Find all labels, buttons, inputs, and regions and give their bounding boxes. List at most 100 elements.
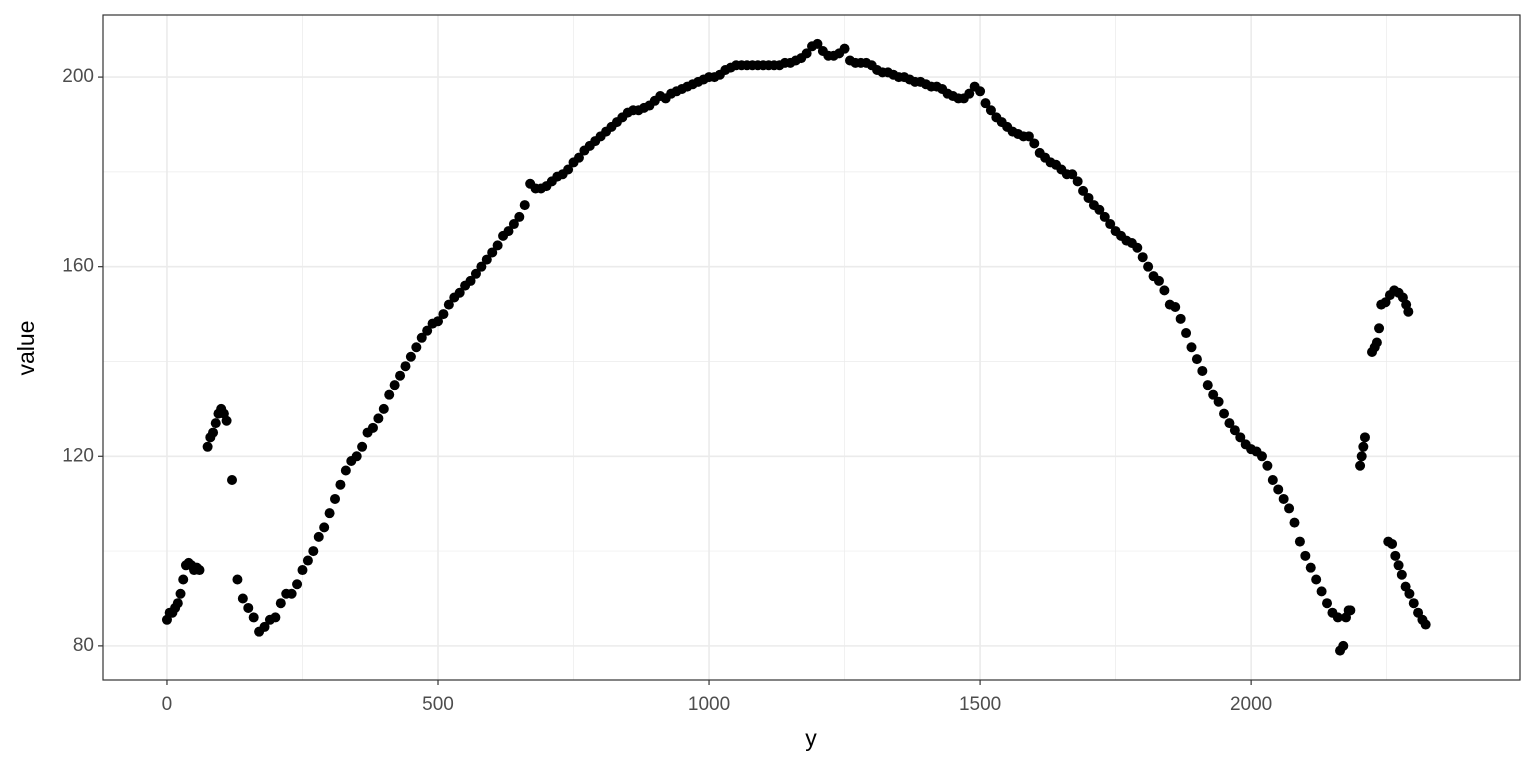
points <box>161 38 1431 656</box>
point <box>433 316 444 327</box>
point <box>1408 598 1419 609</box>
y-tick-label: 160 <box>62 256 94 277</box>
point <box>1186 342 1197 353</box>
point <box>454 287 465 298</box>
point <box>470 268 481 279</box>
point <box>1143 261 1154 272</box>
point <box>514 211 525 222</box>
point <box>1403 306 1414 317</box>
point <box>324 508 335 519</box>
point <box>319 522 330 533</box>
point <box>1278 493 1289 504</box>
x-tick-label: 2000 <box>1230 694 1272 715</box>
point <box>202 441 213 452</box>
point <box>1078 185 1089 196</box>
point <box>275 598 286 609</box>
point <box>1355 460 1366 471</box>
point <box>1300 550 1311 561</box>
point <box>367 422 378 433</box>
point <box>1224 418 1235 429</box>
x-tick-label: 1500 <box>959 694 1001 715</box>
point <box>335 479 346 490</box>
point <box>812 38 823 49</box>
point <box>980 98 991 109</box>
point <box>208 427 219 438</box>
point <box>1137 252 1148 263</box>
point <box>1208 389 1219 400</box>
point <box>1390 550 1401 561</box>
point <box>194 565 205 576</box>
point <box>1311 574 1322 585</box>
point <box>438 309 449 320</box>
point <box>573 152 584 163</box>
point <box>313 531 324 542</box>
point <box>351 451 362 462</box>
grid <box>103 15 1520 680</box>
point <box>801 48 812 59</box>
point <box>1374 323 1385 334</box>
point <box>1105 219 1116 230</box>
point <box>416 332 427 343</box>
point <box>378 403 389 414</box>
point <box>563 164 574 175</box>
y-axis-title: value <box>13 321 39 376</box>
point <box>487 247 498 258</box>
point <box>1094 204 1105 215</box>
point <box>237 593 248 604</box>
point <box>286 588 297 599</box>
point <box>1213 396 1224 407</box>
point <box>1067 169 1078 180</box>
point <box>243 602 254 613</box>
point <box>1181 328 1192 339</box>
point <box>1191 354 1202 365</box>
point <box>389 380 400 391</box>
point <box>1202 380 1213 391</box>
point <box>1262 460 1273 471</box>
point <box>985 105 996 116</box>
point <box>1229 425 1240 436</box>
point <box>248 612 259 623</box>
point <box>302 555 313 566</box>
point <box>175 588 186 599</box>
point <box>1159 285 1170 296</box>
x-tick-label: 500 <box>422 694 454 715</box>
point <box>1359 432 1370 443</box>
point <box>1267 474 1278 485</box>
point <box>178 574 189 585</box>
point <box>1023 131 1034 142</box>
point <box>1099 211 1110 222</box>
point <box>1153 275 1164 286</box>
y-tick-label: 80 <box>73 635 94 656</box>
point <box>1393 560 1404 571</box>
point <box>400 361 411 372</box>
point <box>508 219 519 230</box>
point <box>270 612 281 623</box>
point <box>1273 484 1284 495</box>
point <box>395 370 406 381</box>
point <box>1256 451 1267 462</box>
point <box>1404 588 1415 599</box>
point <box>1322 598 1333 609</box>
point <box>373 413 384 424</box>
point <box>1072 176 1083 187</box>
point <box>1170 301 1181 312</box>
point <box>1294 536 1305 547</box>
point <box>1235 432 1246 443</box>
point <box>221 415 232 426</box>
point <box>1289 517 1300 528</box>
point <box>384 389 395 400</box>
point <box>259 621 270 632</box>
point <box>1420 619 1431 630</box>
point <box>519 200 530 211</box>
point <box>1197 365 1208 376</box>
point <box>964 88 975 99</box>
point <box>297 565 308 576</box>
point <box>1371 337 1382 348</box>
point <box>481 254 492 265</box>
point <box>210 418 221 429</box>
point <box>1305 562 1316 573</box>
axes: 0 500 1000 1500 2000 80 120 160 200 <box>62 66 1272 715</box>
point <box>1175 313 1186 324</box>
point <box>330 493 341 504</box>
